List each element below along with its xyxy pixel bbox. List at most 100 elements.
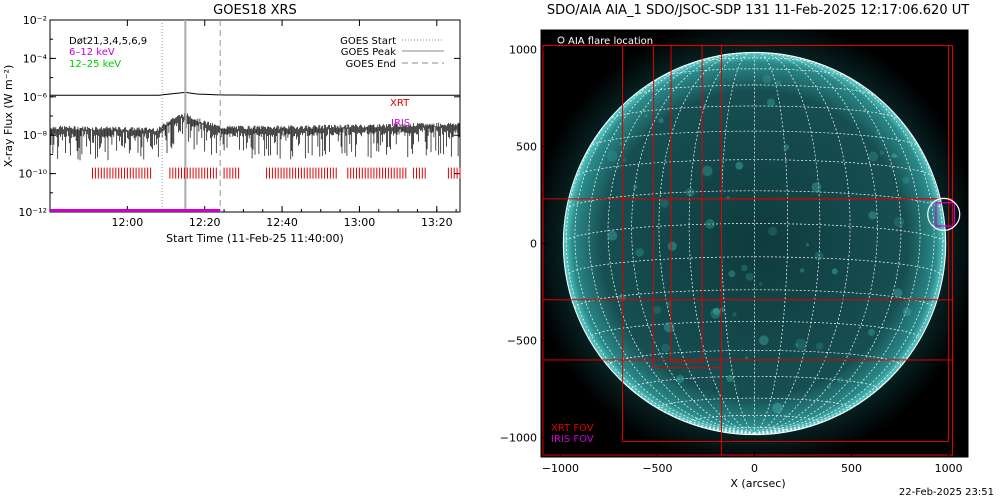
aia-x-tick-label: −500 <box>642 462 672 475</box>
active-region-brightening <box>783 144 790 150</box>
grid-line <box>688 52 755 434</box>
aia-title: SDO/AIA AIA_1 SDO/JSOC-SDP 131 11-Feb-20… <box>547 3 969 18</box>
goes-y-tick-label: 10⁻¹² <box>18 206 47 219</box>
aia-y-tick-label: 500 <box>516 140 537 153</box>
active-region-brightening <box>768 226 778 236</box>
legend-12-25-kev: 12–25 keV <box>69 59 121 70</box>
aia-x-tick-label: 500 <box>841 462 862 475</box>
active-region-brightening <box>891 153 897 158</box>
goes-event-markers <box>161 20 221 212</box>
grid-line <box>631 52 755 434</box>
active-region-brightening <box>653 306 662 314</box>
grid-line <box>754 53 902 434</box>
goes-title: GOES18 XRS <box>213 3 297 18</box>
xrt-fov-box <box>670 45 703 363</box>
active-region-brightening <box>705 219 715 229</box>
active-region-brightening <box>667 241 677 251</box>
aia-y-tick-label: −500 <box>507 335 537 348</box>
flare-legend-label: AIA flare location <box>568 36 653 47</box>
aia-y-axis: 1000 500 0 −500 −1000 <box>500 43 547 445</box>
goes-y-tick-label: 10⁻² <box>23 14 47 27</box>
legend-detector: Døt21,3,4,5,6,9 <box>69 36 147 47</box>
grid-line <box>754 55 921 434</box>
aia-x-tick-label: 0 <box>751 462 758 475</box>
active-region-brightening <box>879 150 885 155</box>
grid-line <box>754 52 821 434</box>
goes-y-tick-label: 10⁻¹⁰ <box>18 168 47 181</box>
active-region-brightening <box>728 270 736 278</box>
iris-fov-box <box>935 202 956 227</box>
active-region-brightening <box>775 80 782 86</box>
goes-x-tick-label: 12:00 <box>112 216 144 229</box>
grid-line <box>692 57 817 64</box>
active-region-brightening <box>735 161 744 170</box>
active-region-brightening <box>758 335 769 346</box>
active-region-brightening <box>663 322 675 333</box>
xrt-observation-ticks <box>92 167 461 179</box>
grid-line <box>688 414 821 423</box>
active-region-brightening <box>795 338 807 350</box>
flare-location-marker <box>927 197 961 231</box>
active-region-brightening <box>676 374 685 384</box>
goes-x-label: Start Time (11-Feb-25 11:40:00) <box>166 232 344 245</box>
legend-6-12-kev: 6–12 keV <box>69 47 115 58</box>
active-region-brightening <box>665 301 672 307</box>
active-region-brightening <box>644 114 648 118</box>
legend-goes-end: GOES End <box>346 59 396 70</box>
active-region-brightening <box>732 312 737 317</box>
goes-y-tick-label: 10⁻⁶ <box>23 91 48 104</box>
flare-legend-symbol <box>557 36 565 44</box>
active-region-brightening <box>745 356 748 360</box>
goes-high-channel-line <box>50 91 460 96</box>
goes-xrt-label: XRT <box>390 98 410 109</box>
grid-line <box>565 80 755 434</box>
legend-goes-start: GOES Start <box>340 36 396 47</box>
aia-y-tick-label: 0 <box>530 238 537 251</box>
goes-x-tick-label: 13:00 <box>344 216 376 229</box>
active-region-brightening <box>758 282 763 286</box>
aia-panel: SDO/AIA AIA_1 SDO/JSOC-SDP 131 11-Feb-20… <box>500 3 969 490</box>
active-region-brightening <box>720 307 725 313</box>
grid-line <box>754 60 935 434</box>
active-region-brightening <box>837 377 843 383</box>
aia-x-tick-label: 1000 <box>935 462 963 475</box>
xrt-fov-box <box>721 198 953 456</box>
active-region-brightening <box>795 343 799 347</box>
active-region-brightening <box>811 182 822 192</box>
active-region-brightening <box>893 216 905 228</box>
active-region-brightening <box>868 328 875 336</box>
active-region-brightening <box>702 165 713 177</box>
grid-line <box>720 52 755 434</box>
goes-x-tick-label: 12:20 <box>189 216 221 229</box>
active-region-brightening <box>831 268 838 275</box>
grid-line <box>754 52 851 434</box>
goes-iris-label: IRIS <box>391 118 410 129</box>
aia-x-axis: −1000 −500 0 500 1000 <box>542 451 963 475</box>
render-timestamp: 22-Feb-2025 23:51 <box>898 487 994 498</box>
active-region-brightening <box>815 342 824 350</box>
goes-low-channel-noise <box>49 112 461 161</box>
goes-panel: GOES18 XRS 10⁻² 10⁻⁴ 10⁻⁶ 10⁻⁸ 10⁻¹⁰ 10⁻¹² 12… <box>2 3 461 245</box>
goes-y-tick-label: 10⁻⁸ <box>23 129 48 142</box>
grid-line <box>754 52 878 434</box>
active-region-brightening <box>730 369 734 373</box>
active-region-brightening <box>826 384 832 390</box>
active-region-brightening <box>658 117 664 124</box>
active-region-brightening <box>659 198 669 208</box>
iris-observation-bar <box>50 208 221 212</box>
aia-x-label: X (arcsec) <box>730 477 785 490</box>
active-region-brightening <box>814 251 824 261</box>
active-region-brightening <box>607 150 618 162</box>
grid-line <box>728 52 781 55</box>
active-region-brightening <box>767 98 775 107</box>
grid-line <box>562 243 755 434</box>
active-region-brightening <box>868 211 877 220</box>
grid-line <box>565 190 944 210</box>
active-region-brightening <box>622 157 627 163</box>
goes-y-tick-label: 10⁻⁴ <box>23 52 48 65</box>
grid-line <box>608 105 901 120</box>
goes-x-tick-label: 13:20 <box>421 216 453 229</box>
grid-line <box>607 53 755 434</box>
active-region-brightening <box>685 187 695 197</box>
